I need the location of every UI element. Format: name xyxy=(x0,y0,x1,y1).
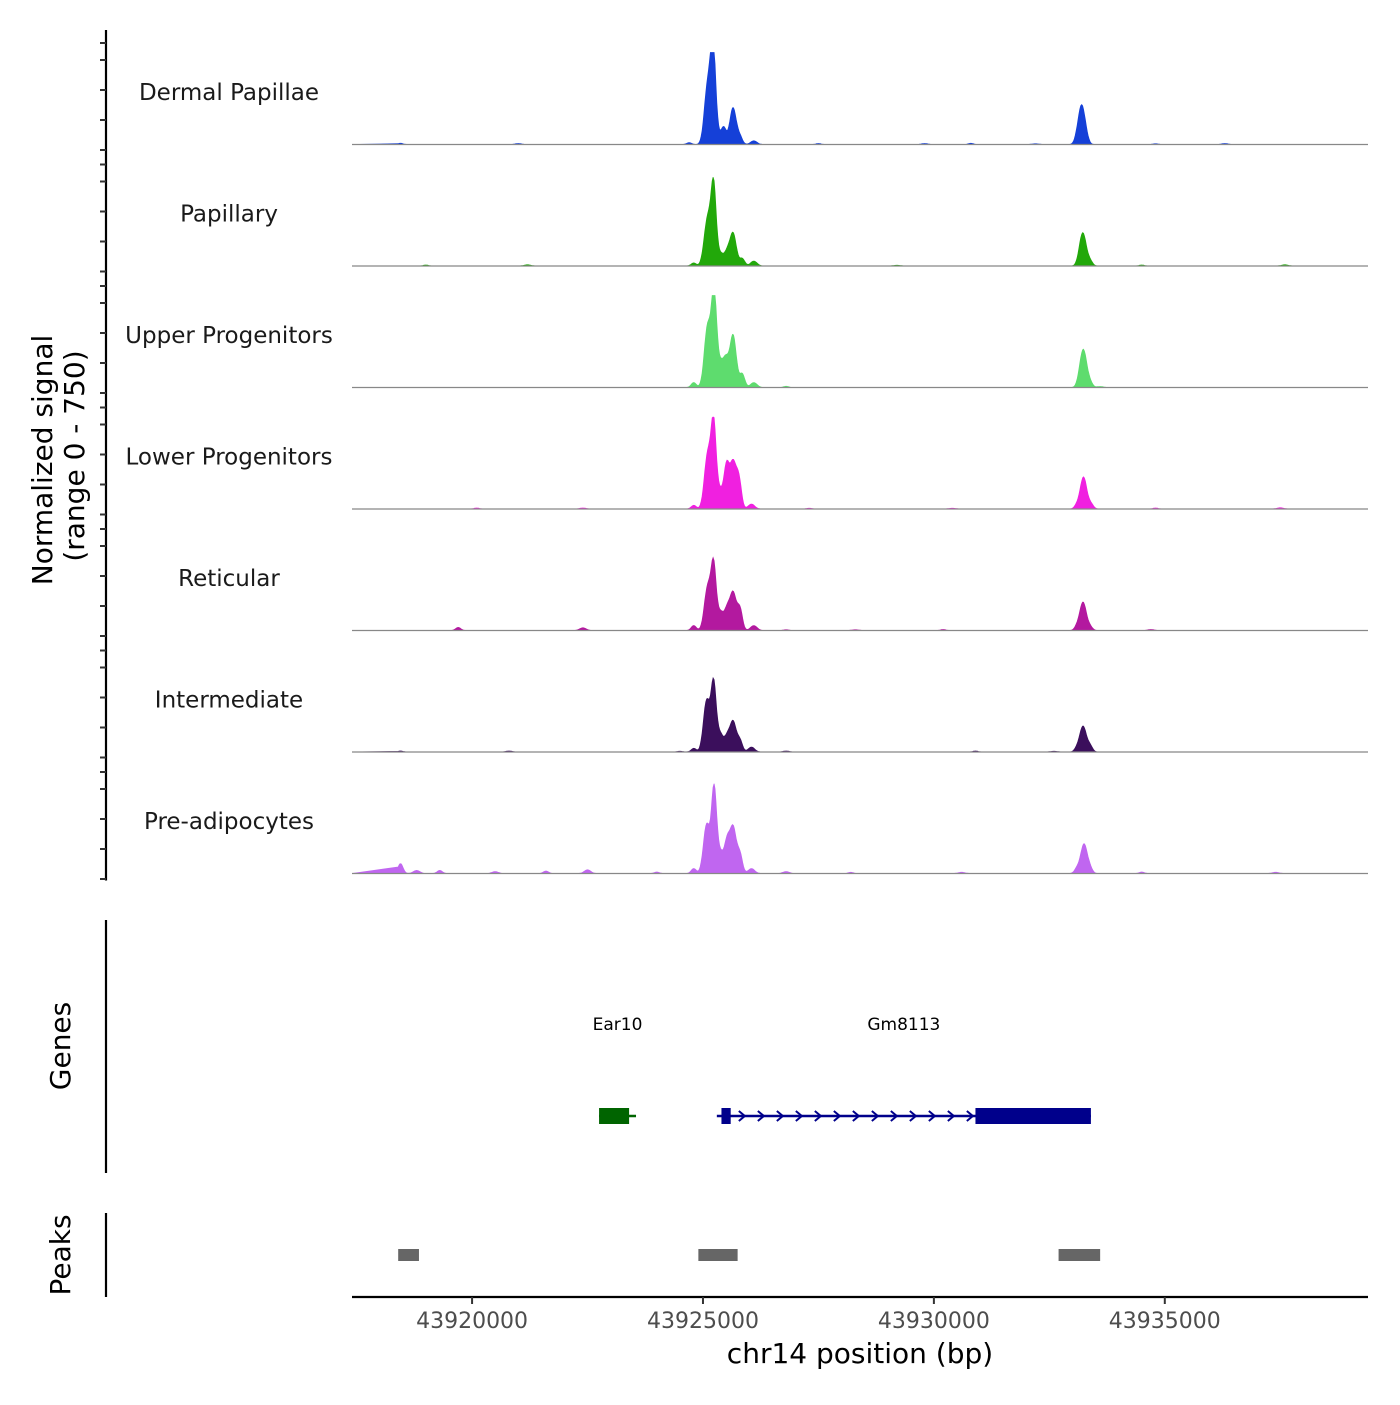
gene-exon xyxy=(975,1108,1091,1124)
track-label: Reticular xyxy=(178,566,280,592)
track-label: Dermal Papillae xyxy=(139,80,319,106)
genes-track: Ear10 Gm8113 xyxy=(104,920,1091,1173)
coverage-tracks: Dermal Papillae Papillary Upper Progenitor… xyxy=(125,52,1368,875)
coverage-area xyxy=(352,556,1368,631)
coverage-track: Papillary xyxy=(180,177,1368,267)
strand-chevron xyxy=(833,1110,842,1122)
gene-label: Ear10 xyxy=(593,1015,643,1035)
strand-chevron xyxy=(757,1110,766,1122)
track-label: Lower Progenitors xyxy=(126,445,333,471)
strand-chevron xyxy=(795,1110,804,1122)
y-axis-title-line2: (range 0 - 750) xyxy=(58,350,91,561)
coverage-area xyxy=(352,416,1368,510)
x-tick-label: 43920000 xyxy=(416,1309,528,1334)
y-axis xyxy=(100,30,108,881)
peak-region xyxy=(398,1249,419,1261)
coverage-track: Dermal Papillae xyxy=(139,52,1368,146)
x-tick-label: 43935000 xyxy=(1109,1309,1221,1334)
x-tick-label: 43925000 xyxy=(647,1309,759,1334)
x-axis: 43920000 43925000 43930000 43935000 xyxy=(352,1295,1368,1334)
strand-chevron xyxy=(852,1110,861,1122)
strand-chevron xyxy=(814,1110,823,1122)
coverage-area xyxy=(351,783,1368,874)
genes-track-title: Genes xyxy=(44,1002,77,1090)
strand-chevron xyxy=(890,1110,899,1122)
strand-chevron xyxy=(909,1110,918,1122)
coverage-track: Reticular xyxy=(178,556,1368,632)
strand-chevron xyxy=(966,1110,975,1122)
x-axis-title: chr14 position (bp) xyxy=(727,1337,993,1370)
coverage-track: Pre-adipocytes xyxy=(144,783,1368,875)
strand-chevron xyxy=(928,1110,937,1122)
gene-exon xyxy=(599,1108,630,1124)
coverage-area xyxy=(352,177,1368,267)
strand-chevron xyxy=(738,1110,747,1122)
track-label: Upper Progenitors xyxy=(125,323,333,349)
peak-region xyxy=(698,1249,738,1261)
coverage-area xyxy=(351,676,1368,753)
gene-model: Gm8113 xyxy=(716,1015,1091,1124)
gene-exon xyxy=(721,1108,731,1124)
coverage-area xyxy=(351,52,1368,145)
peaks-track-title: Peaks xyxy=(44,1214,77,1295)
x-tick-label: 43930000 xyxy=(878,1309,990,1334)
y-axis-title-line1: Normalized signal xyxy=(26,335,59,586)
peak-region xyxy=(1058,1249,1101,1261)
strand-chevron xyxy=(871,1110,880,1122)
coverage-area xyxy=(352,295,1368,388)
track-label: Papillary xyxy=(180,202,278,228)
track-label: Pre-adipocytes xyxy=(144,809,314,835)
strand-chevron xyxy=(776,1110,785,1122)
strand-chevron xyxy=(947,1110,956,1122)
peaks-track xyxy=(104,1213,1101,1297)
gene-label: Gm8113 xyxy=(867,1015,940,1035)
track-label: Intermediate xyxy=(155,688,303,714)
coverage-track: Intermediate xyxy=(155,676,1368,753)
coverage-track: Upper Progenitors xyxy=(125,295,1368,389)
gene-model: Ear10 xyxy=(593,1015,643,1124)
coverage-track: Lower Progenitors xyxy=(126,416,1368,510)
